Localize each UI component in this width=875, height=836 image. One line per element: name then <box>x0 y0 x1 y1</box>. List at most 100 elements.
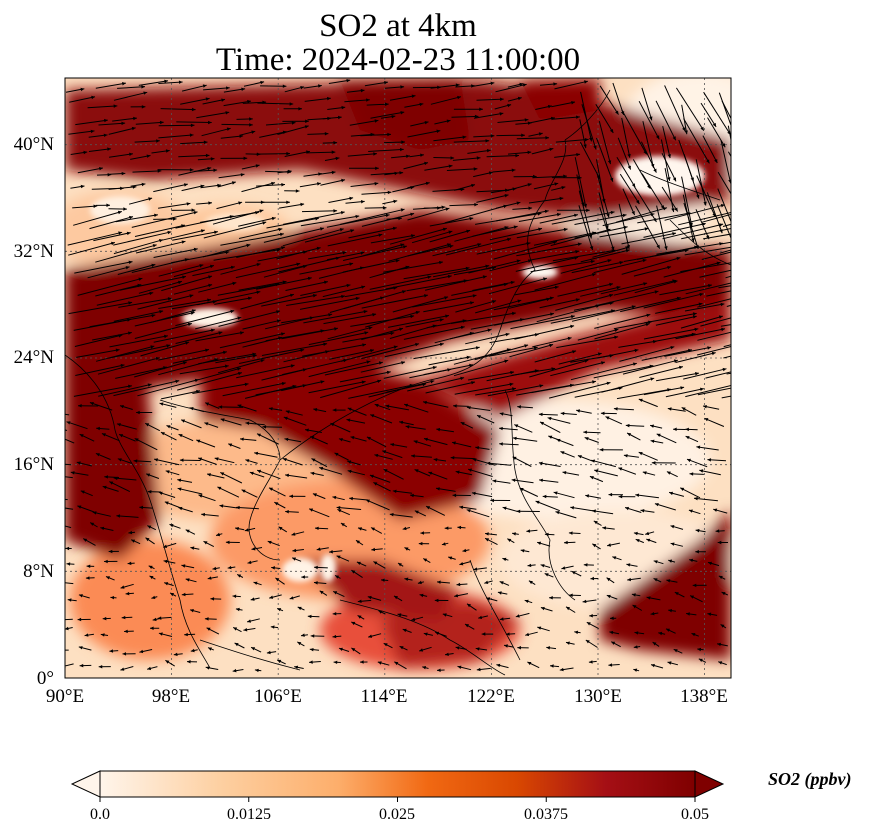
wind-vector-head <box>502 557 507 562</box>
wind-vector-head <box>329 550 333 554</box>
wind-vector-head <box>589 476 594 480</box>
wind-vector-head <box>392 489 397 493</box>
wind-vector-head <box>95 453 100 457</box>
wind-vector <box>493 241 558 260</box>
wind-vector-head <box>382 206 387 210</box>
wind-vector <box>596 172 610 218</box>
wind-vector <box>158 349 210 361</box>
wind-vector-head <box>611 246 615 251</box>
wind-vector <box>642 121 654 168</box>
wind-vector-head <box>660 205 665 210</box>
wind-vector <box>361 294 428 309</box>
wind-vector-head <box>673 649 678 653</box>
wind-vector <box>726 372 731 375</box>
wind-vector-head <box>79 663 84 668</box>
wind-vector-head <box>181 592 186 597</box>
wind-vector-head <box>85 576 90 580</box>
wind-vector-head <box>422 382 427 387</box>
wind-vector-head <box>169 524 174 528</box>
wind-vector <box>218 406 244 408</box>
wind-vector-head <box>204 422 209 426</box>
wind-vector <box>466 406 491 411</box>
wind-vector-head <box>468 468 472 472</box>
wind-vector-head <box>486 597 491 601</box>
wind-vector <box>161 275 213 292</box>
wind-vector-head <box>80 184 85 189</box>
wind-vector <box>217 283 280 296</box>
wind-vector-head <box>216 532 221 537</box>
wind-vector-head <box>503 204 508 209</box>
wind-vector-head <box>731 211 735 214</box>
wind-vector <box>350 315 415 327</box>
wind-vector-head <box>650 424 654 428</box>
wind-vector <box>695 159 707 206</box>
wind-vector-head <box>667 407 672 411</box>
wind-vector-head <box>254 451 259 456</box>
wind-vector-head <box>277 659 282 664</box>
wind-vector <box>528 117 555 124</box>
wind-vector-head <box>650 612 655 616</box>
wind-vector-head <box>413 440 418 444</box>
wind-vector <box>512 437 538 442</box>
wind-vector <box>343 290 407 310</box>
wind-vector <box>638 100 660 140</box>
wind-vector-head <box>343 358 348 363</box>
wind-vector <box>257 102 294 105</box>
wind-vector-head <box>323 342 328 346</box>
wind-vector-head <box>106 576 110 580</box>
wind-vector-head <box>185 529 190 533</box>
wind-vector-head <box>368 326 373 330</box>
wind-vector-head <box>335 156 340 161</box>
wind-vector-head <box>425 181 430 186</box>
wind-vector-head <box>707 346 712 350</box>
wind-vector-head <box>360 660 364 664</box>
wind-vector <box>216 201 243 210</box>
wind-vector-head <box>583 563 588 567</box>
wind-vector-head <box>577 455 582 459</box>
wind-vector <box>681 227 731 240</box>
wind-vector <box>95 345 155 362</box>
wind-vector-head <box>576 409 580 413</box>
wind-vector-head <box>721 143 726 148</box>
wind-vector <box>558 352 602 365</box>
wind-vector-head <box>271 216 276 221</box>
wind-vector <box>134 311 195 327</box>
wind-vector <box>68 130 95 135</box>
wind-vector <box>259 131 287 138</box>
wind-vector-head <box>356 540 360 544</box>
wind-vector-head <box>320 380 325 384</box>
wind-vector <box>221 123 253 126</box>
wind-vector <box>539 214 579 224</box>
wind-vector-head <box>414 510 419 514</box>
wind-vector-head <box>667 661 672 665</box>
wind-vector-head <box>538 227 542 231</box>
wind-vector-head <box>260 359 265 363</box>
wind-vector-head <box>181 240 186 244</box>
wind-vector <box>263 265 307 278</box>
wind-vector-head <box>465 624 469 628</box>
wind-vector-head <box>524 599 529 603</box>
wind-vector-head <box>633 668 638 672</box>
wind-vector-head <box>567 336 572 341</box>
wind-vector <box>472 458 496 466</box>
wind-vector <box>403 162 429 170</box>
wind-vector-head <box>507 103 512 108</box>
wind-vector <box>220 135 244 139</box>
wind-vector-head <box>455 83 460 87</box>
wind-vector-head <box>120 363 125 368</box>
lat-tick-0: 0° <box>36 668 54 689</box>
wind-vector-head <box>366 360 371 364</box>
wind-vector <box>725 275 731 279</box>
wind-vector <box>173 265 215 278</box>
wind-vector-head <box>394 171 399 176</box>
wind-vector-head <box>625 423 630 428</box>
wind-vector-head <box>249 471 254 475</box>
wind-vector-head <box>406 154 410 158</box>
wind-vector-head <box>206 627 211 631</box>
wind-vector <box>117 86 146 89</box>
wind-vector <box>261 343 328 356</box>
wind-vector-head <box>559 196 564 201</box>
wind-vector <box>192 383 249 394</box>
wind-vector-head <box>333 141 338 145</box>
wind-vector <box>664 346 712 357</box>
